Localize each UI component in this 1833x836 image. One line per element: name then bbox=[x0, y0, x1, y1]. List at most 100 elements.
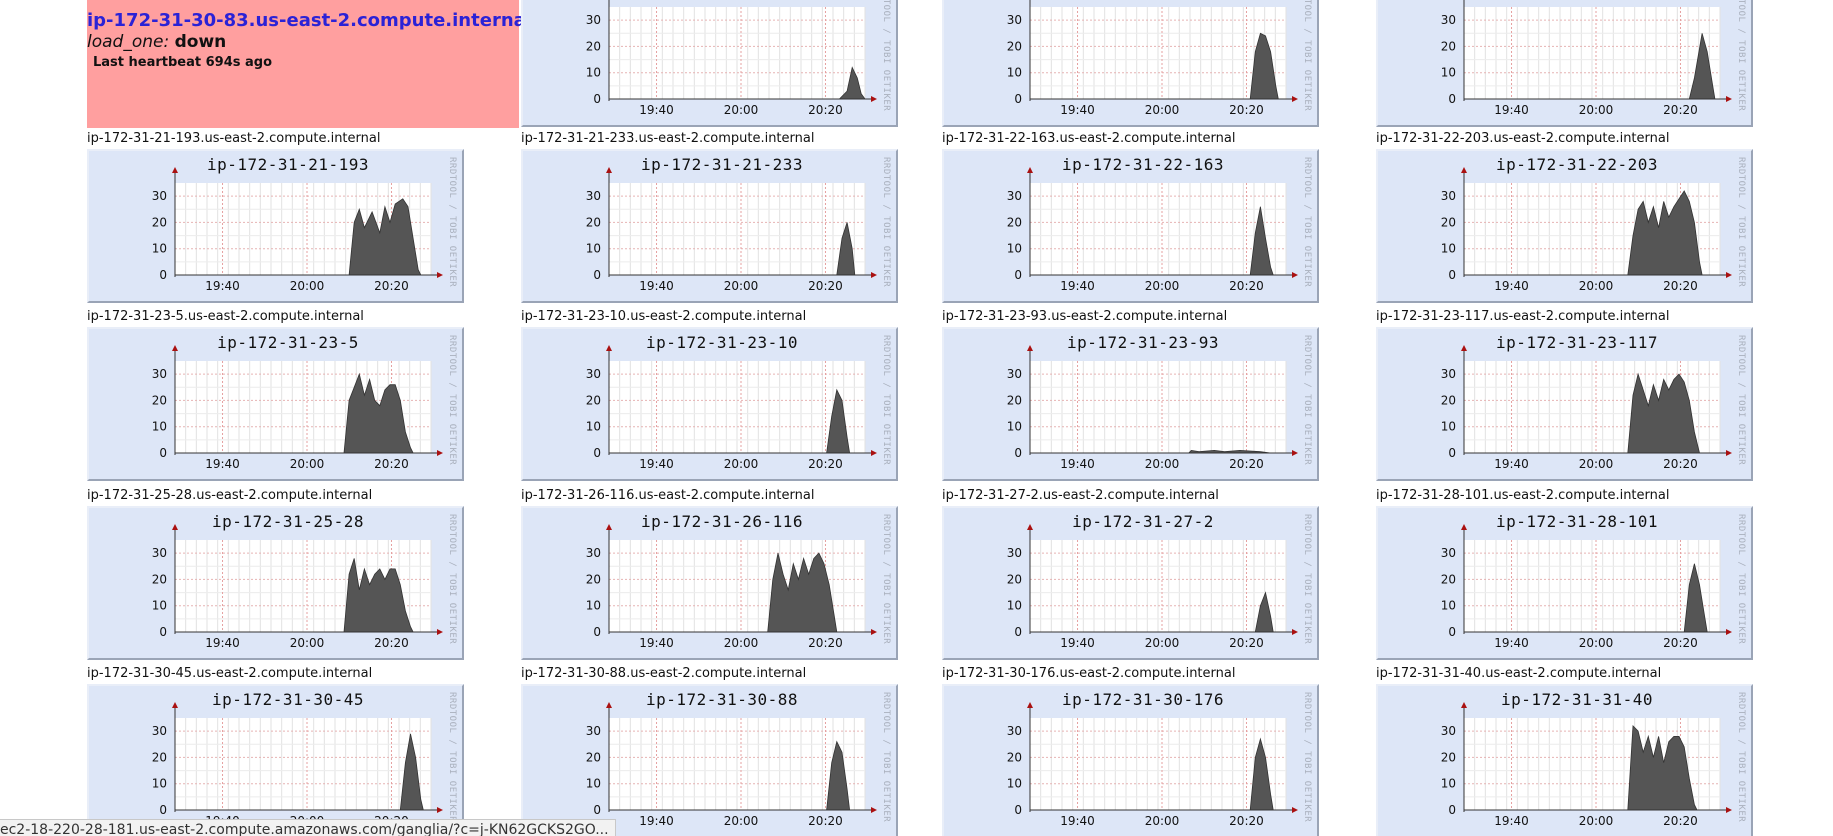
rrdtool-watermark: RRDTOOL / TOBI OETIKER bbox=[881, 692, 891, 822]
y-tick-label: 10 bbox=[1441, 420, 1456, 434]
host-load-graph[interactable]: 19:40 20:00 20:20 0 10 20 30 ip-172-31-25-28 RRD… bbox=[87, 506, 464, 660]
x-tick-label: 20:00 bbox=[724, 457, 759, 471]
host-load-graph[interactable]: 19:40 20:00 20:20 0 10 20 30 ip-172-31-31-40 RRD… bbox=[1376, 684, 1753, 836]
y-tick-label: 20 bbox=[152, 750, 167, 764]
host-load-graph[interactable]: 19:40 20:00 20:20 0 10 20 30 ip-172-31-22-163 RR… bbox=[942, 149, 1319, 303]
load-graph-svg: 19:40 20:00 20:20 0 10 20 30 ip-172-31-30-88 RRD… bbox=[586, 690, 891, 828]
status-bar-url: ec2-18-220-28-181.us-east-2.compute.amaz… bbox=[0, 819, 616, 836]
load-graph-svg: 19:40 20:00 20:20 0 10 20 30 ip-172-31-22-203 RR… bbox=[1441, 155, 1746, 293]
x-axis-arrow bbox=[1292, 96, 1298, 102]
x-tick-label: 19:40 bbox=[639, 103, 674, 117]
graph-title: ip-172-31-30-176 bbox=[1062, 690, 1224, 709]
graph-title: ip-172-31-26-116 bbox=[641, 512, 803, 531]
y-axis-arrow bbox=[606, 702, 612, 708]
y-tick-label: 0 bbox=[593, 446, 601, 460]
y-tick-label: 30 bbox=[586, 189, 601, 203]
rrdtool-watermark: RRDTOOL / TOBI OETIKER bbox=[881, 335, 891, 465]
y-tick-label: 30 bbox=[1441, 367, 1456, 381]
x-tick-label: 19:40 bbox=[1060, 814, 1095, 828]
graph-title: ip-172-31-28-101 bbox=[1496, 512, 1658, 531]
x-axis-arrow bbox=[1292, 450, 1298, 456]
host-load-graph[interactable]: 19:40 20:00 20:20 0 10 20 30 ip-172-31-23-10 RRD… bbox=[521, 327, 898, 481]
host-load-graph[interactable]: 19:40 20:00 20:20 0 10 20 30 ip-172-31-28-101 RR… bbox=[1376, 506, 1753, 660]
y-tick-label: 0 bbox=[1448, 625, 1456, 639]
load-graph-svg: 19:40 20:00 20:20 0 10 20 30 ip-172-31-23-117 RR… bbox=[1441, 333, 1746, 471]
metric-name: load_one: bbox=[87, 32, 170, 52]
host-load-graph[interactable]: 19:40 20:00 20:20 0 10 20 30 ip-172-31-26-116 RR… bbox=[521, 506, 898, 660]
host-name-label: ip-172-31-30-88.us-east-2.compute.intern… bbox=[521, 666, 807, 681]
host-load-graph[interactable]: 19:40 20:00 20:20 0 10 20 30 ip-172-31-23-5 RRDT… bbox=[87, 327, 464, 481]
y-tick-label: 0 bbox=[159, 625, 167, 639]
host-load-graph[interactable]: 19:40 20:00 20:20 0 10 20 30 RRDTOOL / TOBI OET… bbox=[942, 0, 1319, 127]
y-tick-label: 10 bbox=[1441, 599, 1456, 613]
host-load-graph[interactable]: 19:40 20:00 20:20 0 10 20 30 ip-172-31-23-93 RRD… bbox=[942, 327, 1319, 481]
x-axis-arrow bbox=[1292, 272, 1298, 278]
y-tick-label: 10 bbox=[586, 599, 601, 613]
host-name-label: ip-172-31-22-163.us-east-2.compute.inter… bbox=[942, 131, 1236, 146]
host-load-graph[interactable]: 19:40 20:00 20:20 0 10 20 30 ip-172-31-22-203 RR… bbox=[1376, 149, 1753, 303]
host-load-graph[interactable]: 19:40 20:00 20:20 0 10 20 30 ip-172-31-21-233 RR… bbox=[521, 149, 898, 303]
host-load-graph[interactable]: 19:40 20:00 20:20 0 10 20 30 ip-172-31-30-88 RRD… bbox=[521, 684, 898, 836]
host-load-graph[interactable]: 19:40 20:00 20:20 0 10 20 30 RRDTOOL / TOBI OET… bbox=[521, 0, 898, 127]
y-tick-label: 0 bbox=[159, 446, 167, 460]
host-load-graph[interactable]: 19:40 20:00 20:20 0 10 20 30 ip-172-31-30-176 RR… bbox=[942, 684, 1319, 836]
rrdtool-watermark: RRDTOOL / TOBI OETIKER bbox=[1302, 514, 1312, 644]
x-tick-label: 19:40 bbox=[1494, 457, 1529, 471]
graph-title: ip-172-31-22-163 bbox=[1062, 155, 1224, 174]
host-load-graph[interactable]: 19:40 20:00 20:20 0 10 20 30 ip-172-31-21-193 RR… bbox=[87, 149, 464, 303]
graph-title: ip-172-31-23-10 bbox=[646, 333, 798, 352]
load-area-series bbox=[343, 372, 414, 454]
y-tick-label: 10 bbox=[152, 420, 167, 434]
x-tick-label: 19:40 bbox=[1060, 279, 1095, 293]
down-host-link[interactable]: ip-172-31-30-83.us-east-2.compute.intern… bbox=[87, 10, 532, 31]
load-graph-svg: 19:40 20:00 20:20 0 10 20 30 ip-172-31-23-93 RRD… bbox=[1007, 333, 1312, 471]
graph-title: ip-172-31-25-28 bbox=[212, 512, 364, 531]
host-load-graph[interactable]: 19:40 20:00 20:20 0 10 20 30 ip-172-31-23-117 RR… bbox=[1376, 327, 1753, 481]
x-tick-label: 20:00 bbox=[1145, 636, 1180, 650]
host-load-graph[interactable]: 19:4020:0020:200102030ip-172-31-30-45RRD… bbox=[87, 684, 464, 836]
x-axis-arrow bbox=[871, 96, 877, 102]
x-tick-label: 20:00 bbox=[290, 279, 325, 293]
y-tick-label: 30 bbox=[586, 13, 601, 27]
x-tick-label: 20:00 bbox=[724, 279, 759, 293]
y-tick-label: 20 bbox=[1007, 39, 1022, 53]
x-axis-arrow bbox=[437, 272, 443, 278]
x-tick-label: 20:20 bbox=[1663, 636, 1698, 650]
x-tick-label: 20:00 bbox=[1145, 279, 1180, 293]
host-name-label: ip-172-31-26-116.us-east-2.compute.inter… bbox=[521, 488, 815, 503]
y-tick-label: 30 bbox=[1441, 724, 1456, 738]
y-axis-arrow bbox=[1027, 345, 1033, 351]
y-tick-label: 0 bbox=[1014, 803, 1022, 817]
x-axis-arrow bbox=[871, 450, 877, 456]
y-tick-label: 10 bbox=[1007, 66, 1022, 80]
x-tick-label: 19:40 bbox=[205, 636, 240, 650]
x-tick-label: 20:20 bbox=[808, 279, 843, 293]
x-axis-arrow bbox=[1726, 629, 1732, 635]
y-tick-label: 20 bbox=[1441, 750, 1456, 764]
load-area-series bbox=[1627, 190, 1703, 276]
y-tick-label: 0 bbox=[159, 803, 167, 817]
metric-state: down bbox=[174, 32, 227, 52]
x-axis-arrow bbox=[1292, 807, 1298, 813]
host-name-label: ip-172-31-25-28.us-east-2.compute.intern… bbox=[87, 488, 373, 503]
load-graph-svg: 19:40 20:00 20:20 0 10 20 30 RRDTOOL / TOBI OET… bbox=[1441, 0, 1746, 117]
y-tick-label: 30 bbox=[1441, 13, 1456, 27]
graph-title: ip-172-31-30-88 bbox=[646, 690, 798, 709]
x-tick-label: 20:20 bbox=[374, 279, 409, 293]
x-tick-label: 20:00 bbox=[1579, 103, 1614, 117]
y-axis-arrow bbox=[1027, 524, 1033, 530]
x-tick-label: 20:20 bbox=[1229, 457, 1264, 471]
load-graph-svg: 19:40 20:00 20:20 0 10 20 30 ip-172-31-21-193 RR… bbox=[152, 155, 457, 293]
rrdtool-watermark: RRDTOOL / TOBI OETIKER bbox=[881, 0, 891, 111]
host-name-label: ip-172-31-23-93.us-east-2.compute.intern… bbox=[942, 309, 1228, 324]
rrdtool-watermark: RRDTOOL / TOBI OETIKER bbox=[881, 157, 891, 287]
y-tick-label: 10 bbox=[1007, 242, 1022, 256]
host-load-graph[interactable]: 19:40 20:00 20:20 0 10 20 30 ip-172-31-27-2 RRDT… bbox=[942, 506, 1319, 660]
host-load-graph[interactable]: 19:40 20:00 20:20 0 10 20 30 RRDTOOL / TOBI OET… bbox=[1376, 0, 1753, 127]
host-name-label: ip-172-31-30-176.us-east-2.compute.inter… bbox=[942, 666, 1236, 681]
x-tick-label: 20:20 bbox=[1229, 814, 1264, 828]
host-name-label: ip-172-31-23-10.us-east-2.compute.intern… bbox=[521, 309, 807, 324]
x-tick-label: 20:00 bbox=[290, 457, 325, 471]
x-tick-label: 20:20 bbox=[808, 457, 843, 471]
x-tick-label: 20:20 bbox=[1663, 103, 1698, 117]
